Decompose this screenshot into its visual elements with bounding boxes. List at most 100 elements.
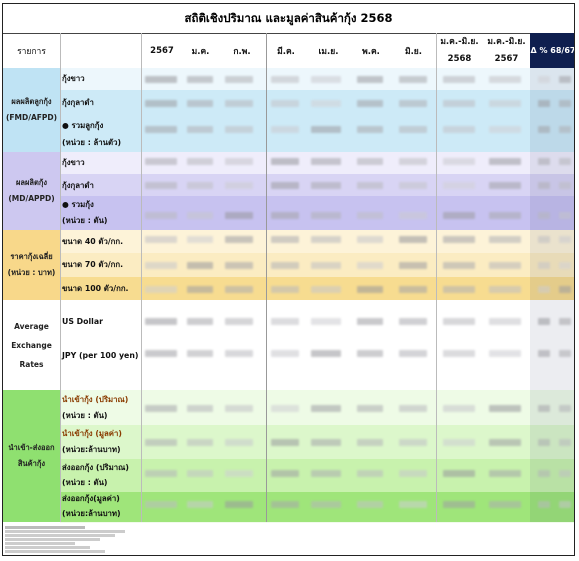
footnote: [5, 525, 125, 554]
obscured-value-cell: [538, 405, 550, 412]
obscured-value-cell: [187, 501, 213, 508]
page-title: สถิติเชิงปริมาณ และมูลค่าสินค้ากุ้ง 2568: [3, 4, 574, 34]
obscured-value-cell: [357, 126, 383, 133]
obscured-value-cell: [399, 76, 427, 83]
obscured-value-cell: [357, 318, 383, 325]
obscured-value-cell: [399, 318, 427, 325]
fx-label-2: Exchange: [11, 340, 52, 350]
obscured-value-cell: [443, 318, 475, 325]
section-md-label: ผลผลิตกุ้ง (MD/APPD): [3, 152, 60, 230]
row-label: ขนาด 70 ตัว/กก.: [62, 260, 124, 269]
row-label: กุ้งกุลาดำ: [62, 98, 94, 107]
obscured-value-cell: [311, 236, 341, 243]
obscured-value-cell: [145, 212, 177, 219]
obscured-value-cell: [489, 439, 521, 446]
obscured-value-cell: [357, 350, 383, 357]
obscured-value-cell: [559, 439, 571, 446]
obscured-value-cell: [538, 182, 550, 189]
header-ytd-2568-range: ม.ค.-มิ.ย.: [440, 36, 479, 47]
obscured-value-cell: [559, 470, 571, 477]
section-fx: Average Exchange Rates US Dollar JPY (pe…: [3, 300, 574, 390]
obscured-value-cell: [225, 158, 253, 165]
row-label: กุ้งกุลาดำ: [62, 181, 94, 190]
obscured-value-cell: [311, 182, 341, 189]
obscured-value-cell: [559, 350, 571, 357]
obscured-value-cell: [145, 262, 177, 269]
obscured-value-cell: [271, 470, 299, 477]
header-mar: มี.ค.: [277, 46, 295, 57]
obscured-value-cell: [225, 470, 253, 477]
row-label: JPY (per 100 yen): [62, 351, 139, 360]
header-apr: เม.ย.: [318, 46, 339, 57]
obscured-value-cell: [559, 262, 571, 269]
obscured-value-cell: [271, 212, 299, 219]
obscured-value-cell: [443, 501, 475, 508]
obscured-value-cell: [271, 182, 299, 189]
obscured-value-cell: [538, 100, 550, 107]
obscured-value-cell: [443, 262, 475, 269]
obscured-value-cell: [538, 439, 550, 446]
obscured-value-cell: [399, 158, 427, 165]
obscured-value-cell: [145, 470, 177, 477]
row-label: กุ้งขาว: [62, 158, 85, 167]
obscured-value-cell: [145, 236, 177, 243]
obscured-value-cell: [538, 126, 550, 133]
obscured-value-cell: [271, 501, 299, 508]
row-label: ขนาด 100 ตัว/กก.: [62, 284, 129, 293]
obscured-value-cell: [559, 126, 571, 133]
row-unit: (หน่วย : ตัน): [62, 411, 108, 420]
obscured-value-cell: [271, 439, 299, 446]
obscured-value-cell: [559, 182, 571, 189]
column-divider: [266, 33, 267, 522]
row-unit: (หน่วย:ล้านบาท): [62, 445, 121, 454]
obscured-value-cell: [538, 236, 550, 243]
obscured-value-cell: [271, 76, 299, 83]
row-unit: (หน่วย : ล้านตัว): [62, 138, 122, 147]
obscured-value-cell: [357, 76, 383, 83]
obscured-value-cell: [271, 262, 299, 269]
obscured-value-cell: [271, 236, 299, 243]
table-row: US Dollar: [60, 310, 574, 332]
section-trade-label: นำเข้า-ส่งออก สินค้ากุ้ง: [3, 390, 60, 522]
obscured-value-cell: [187, 76, 213, 83]
header-ytd-2567: ม.ค.-มิ.ย. 2567: [483, 33, 530, 68]
obscured-value-cell: [489, 212, 521, 219]
obscured-value-cell: [357, 100, 383, 107]
row-unit: (หน่วย:ล้านบาท): [62, 509, 121, 518]
obscured-value-cell: [538, 76, 550, 83]
obscured-value-cell: [489, 470, 521, 477]
obscured-value-cell: [225, 182, 253, 189]
obscured-value-cell: [187, 100, 213, 107]
obscured-value-cell: [559, 236, 571, 243]
obscured-value-cell: [357, 182, 383, 189]
header-change: Δ % 68/67: [530, 33, 574, 68]
obscured-value-cell: [187, 350, 213, 357]
obscured-value-cell: [311, 100, 341, 107]
header-may: พ.ค.: [362, 46, 380, 57]
obscured-value-cell: [145, 126, 177, 133]
obscured-value-cell: [538, 212, 550, 219]
change-column-shade: [530, 68, 574, 522]
obscured-value-cell: [311, 439, 341, 446]
obscured-value-cell: [559, 318, 571, 325]
obscured-value-cell: [311, 405, 341, 412]
section-fmd: ผลผลิตลูกกุ้ง (FMD/AFPD) กุ้งขาว กุ้งกุล…: [3, 68, 574, 153]
obscured-value-cell: [145, 286, 177, 293]
obscured-value-cell: [271, 126, 299, 133]
obscured-value-cell: [538, 501, 550, 508]
obscured-value-cell: [399, 470, 427, 477]
header-ytd-2568: ม.ค.-มิ.ย. 2568: [436, 33, 483, 68]
obscured-value-cell: [357, 405, 383, 412]
header-feb: ก.พ.: [233, 46, 251, 57]
fx-label-1: Average: [14, 321, 49, 331]
obscured-value-cell: [489, 501, 521, 508]
obscured-value-cell: [271, 405, 299, 412]
obscured-value-cell: [225, 286, 253, 293]
obscured-value-cell: [443, 100, 475, 107]
obscured-value-cell: [559, 76, 571, 83]
column-divider: [141, 33, 142, 522]
obscured-value-cell: [187, 236, 213, 243]
obscured-value-cell: [145, 405, 177, 412]
obscured-value-cell: [538, 158, 550, 165]
table-header: รายการ 2567 ม.ค. ก.พ. มี.ค. เม.ย. พ.ค. ม…: [3, 33, 574, 70]
